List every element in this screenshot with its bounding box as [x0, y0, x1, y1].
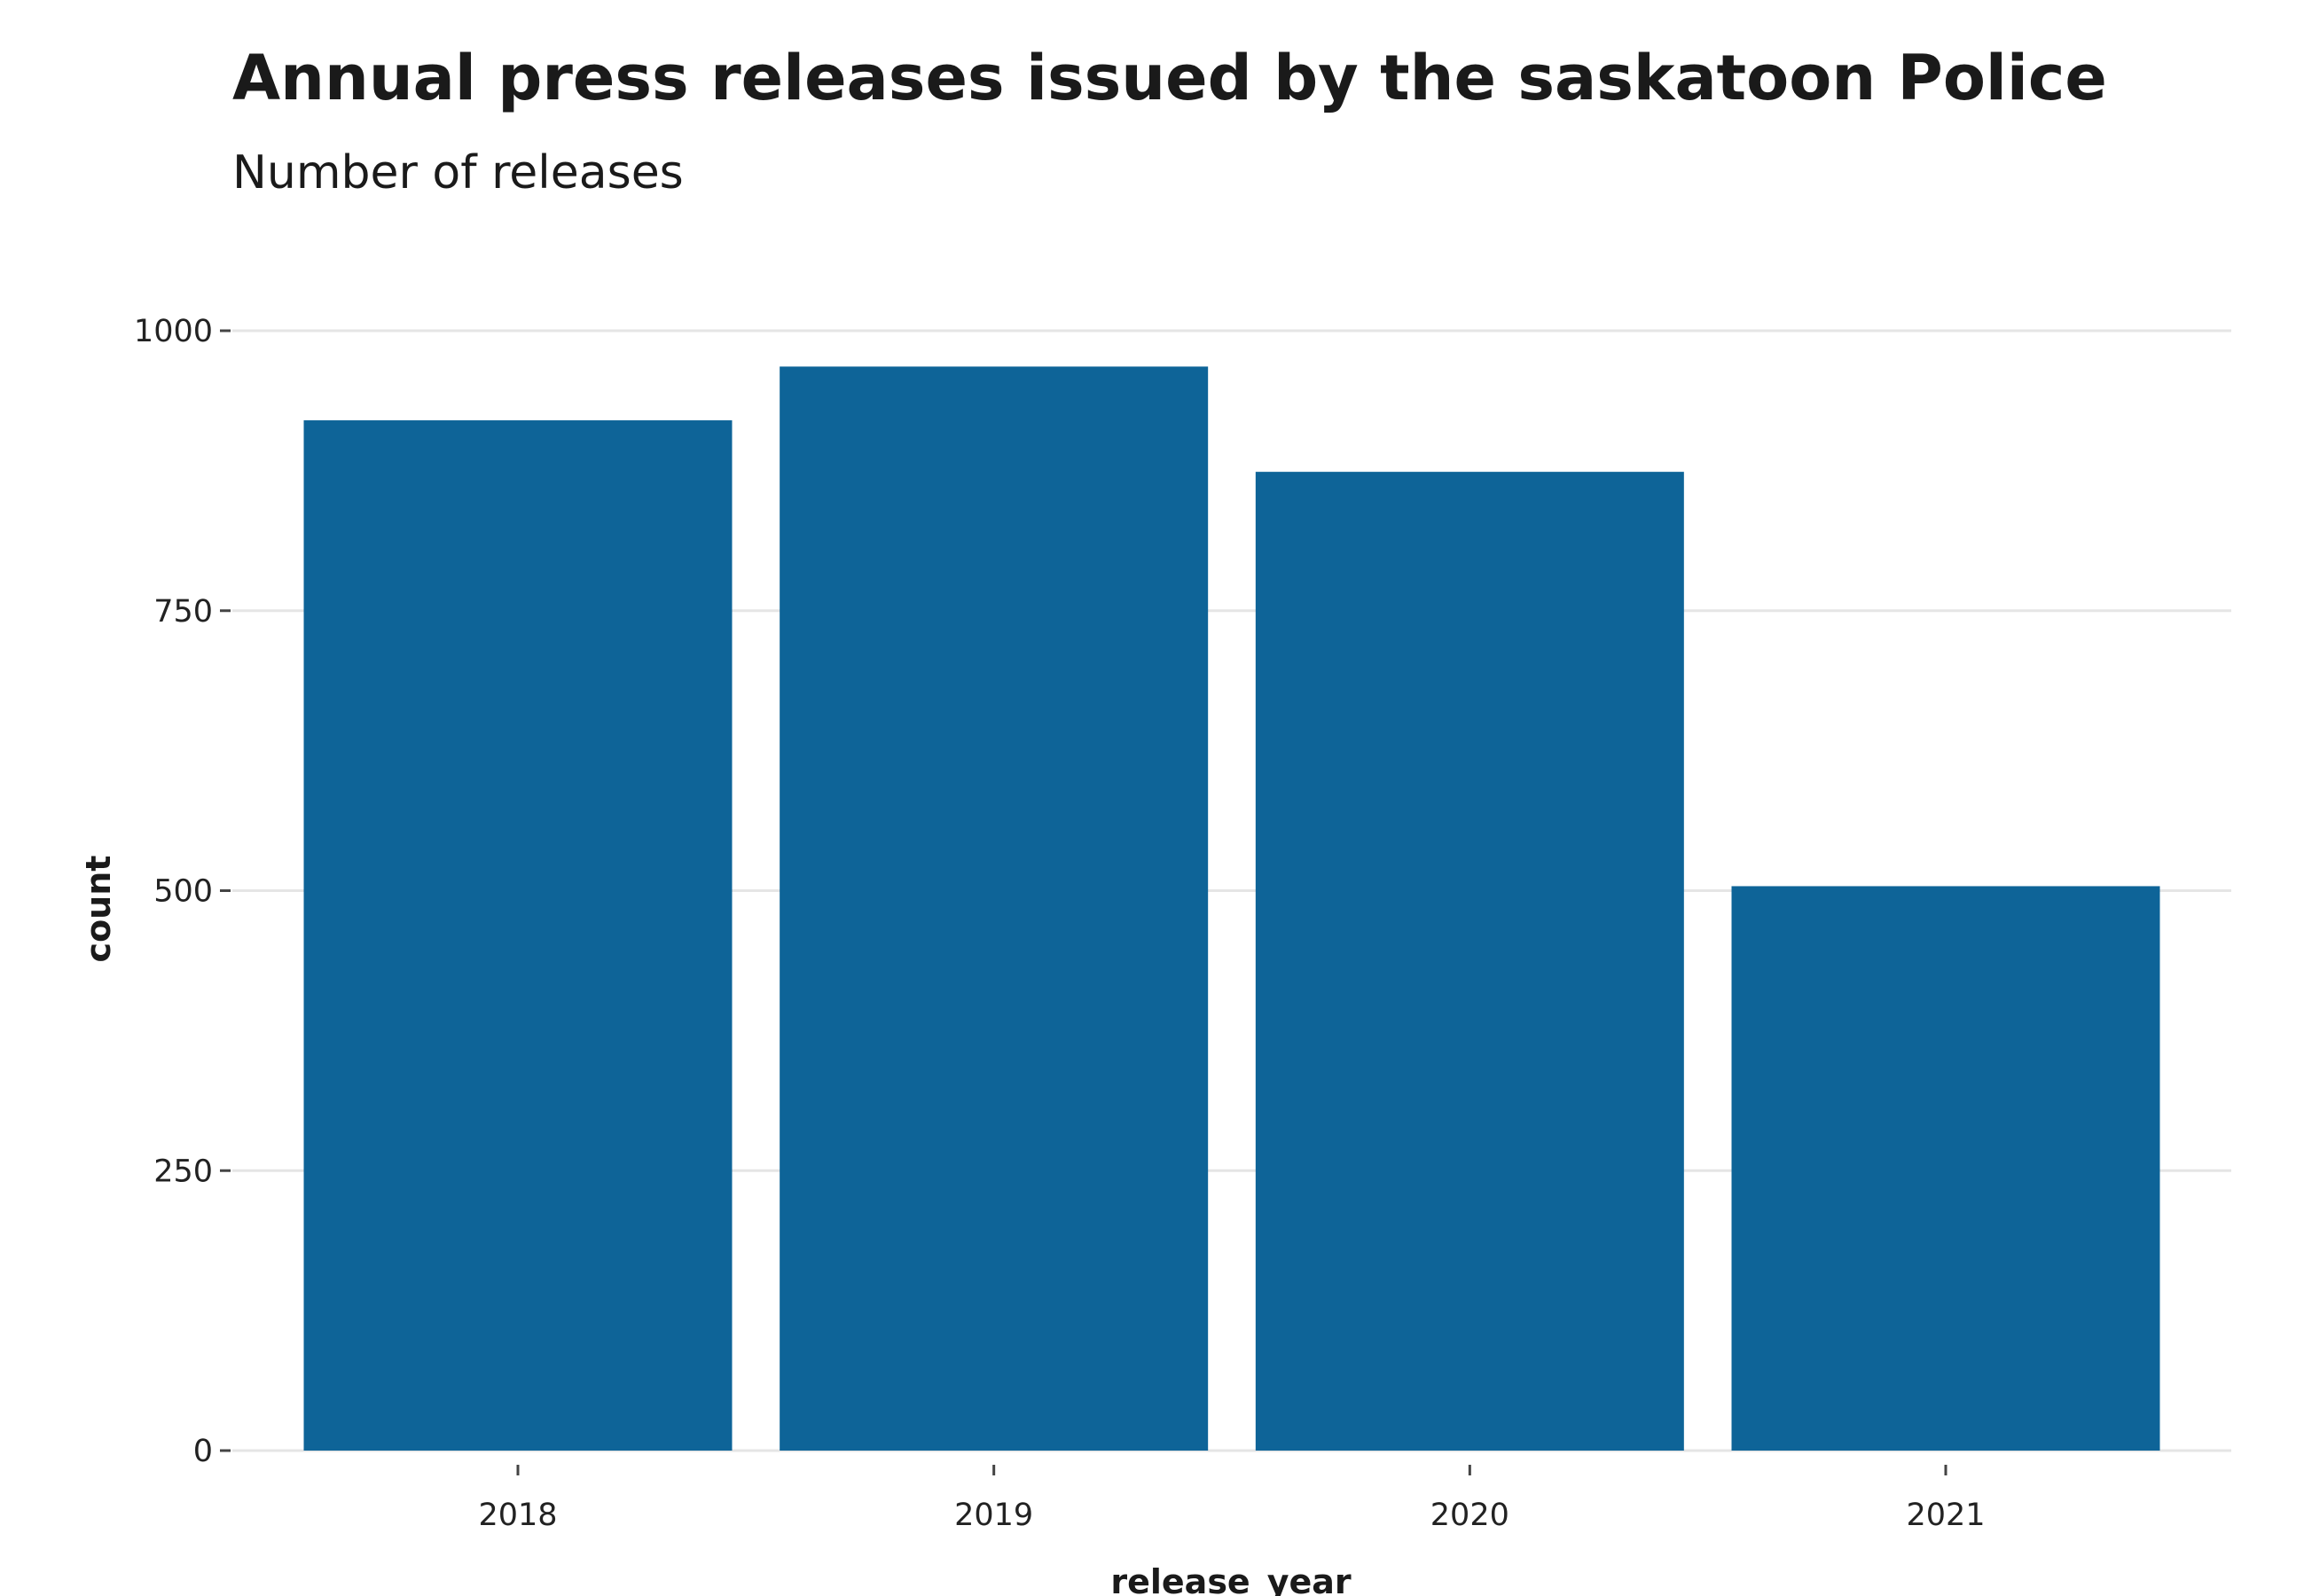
bar-2021: [1731, 886, 2160, 1451]
x-tick-label: 2019: [954, 1498, 1033, 1533]
bars: [303, 366, 2160, 1451]
y-axis: 0 250 500 750 1000: [134, 314, 231, 1469]
bar-2018: [303, 420, 733, 1451]
y-axis-title: count: [79, 856, 118, 963]
x-axis: 2018 2019 2020 2021: [478, 1465, 1986, 1533]
chart-title: Annual press releases issued by the sask…: [232, 42, 2107, 114]
x-tick-label: 2021: [1906, 1498, 1985, 1533]
bar-2020: [1255, 472, 1684, 1451]
chart-subtitle: Number of releases: [232, 146, 684, 200]
y-tick-label: 250: [153, 1154, 213, 1189]
x-tick-label: 2020: [1430, 1498, 1509, 1533]
y-tick-label: 500: [153, 874, 213, 910]
x-axis-title: release_year: [1110, 1562, 1352, 1596]
y-tick-label: 0: [193, 1434, 213, 1469]
y-tick-label: 1000: [134, 314, 213, 349]
x-tick-label: 2018: [478, 1498, 557, 1533]
bar-2019: [780, 366, 1209, 1451]
y-tick-label: 750: [153, 594, 213, 630]
